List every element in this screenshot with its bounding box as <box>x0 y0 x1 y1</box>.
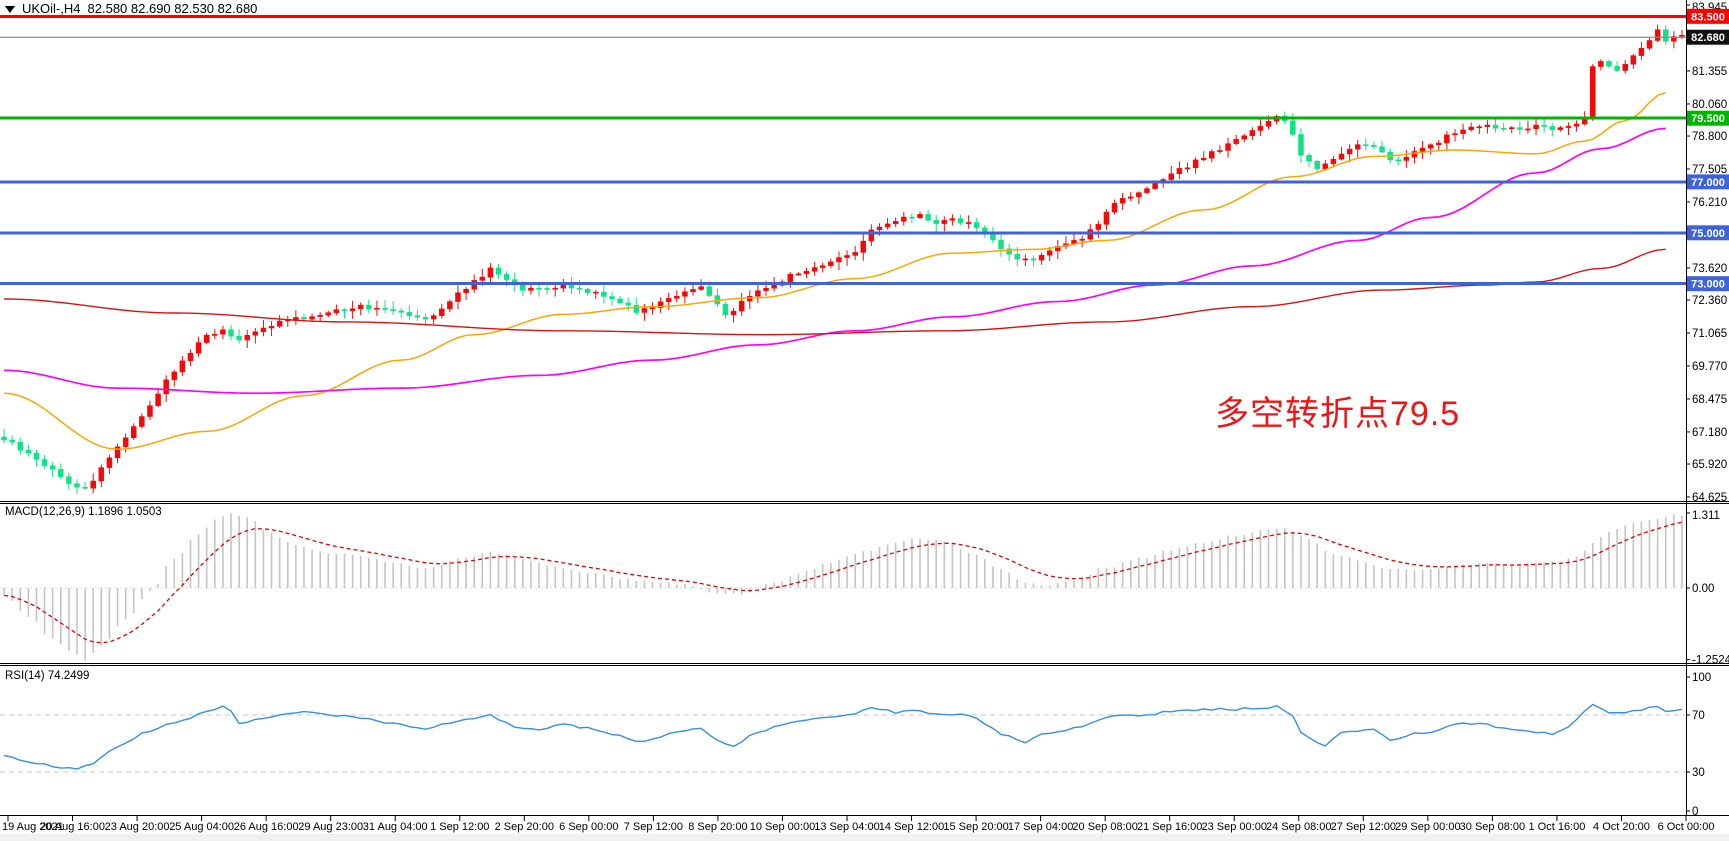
ma-fast-line <box>3 92 1666 451</box>
svg-text:6 Oct 00:00: 6 Oct 00:00 <box>1658 821 1715 833</box>
chart-text-annotation: 多空转折点79.5 <box>1215 395 1461 433</box>
svg-text:100: 100 <box>1692 672 1711 684</box>
macd-pane <box>0 513 1686 661</box>
svg-text:20 Sep 08:00: 20 Sep 08:00 <box>1072 821 1137 833</box>
svg-text:1.311: 1.311 <box>1692 510 1720 522</box>
price-badge <box>1687 110 1729 126</box>
svg-text:0: 0 <box>1692 806 1698 818</box>
svg-text:29 Aug 23:00: 29 Aug 23:00 <box>298 821 363 833</box>
svg-text:6 Sep 00:00: 6 Sep 00:00 <box>559 821 618 833</box>
horizontal-levels[interactable] <box>0 14 1686 286</box>
svg-text:23 Sep 00:00: 23 Sep 00:00 <box>1202 821 1267 833</box>
svg-text:2 Sep 20:00: 2 Sep 20:00 <box>495 821 554 833</box>
svg-text:80.060: 80.060 <box>1692 99 1727 111</box>
svg-text:70: 70 <box>1692 710 1705 722</box>
svg-text:19 Aug 2021: 19 Aug 2021 <box>2 821 64 833</box>
svg-text:79.500: 79.500 <box>1691 113 1725 125</box>
svg-text:29 Sep 00:00: 29 Sep 00:00 <box>1395 821 1460 833</box>
svg-text:31 Aug 04:00: 31 Aug 04:00 <box>363 821 428 833</box>
svg-text:82.680: 82.680 <box>1691 32 1725 44</box>
macd-signal-line <box>3 521 1683 644</box>
svg-text:83.500: 83.500 <box>1691 11 1725 23</box>
svg-text:7 Sep 12:00: 7 Sep 12:00 <box>624 821 683 833</box>
price-badge <box>1687 8 1729 24</box>
svg-text:-1.2524: -1.2524 <box>1692 655 1729 667</box>
svg-text:30 Sep 08:00: 30 Sep 08:00 <box>1460 821 1525 833</box>
svg-text:10 Sep 00:00: 10 Sep 00:00 <box>750 821 815 833</box>
svg-text:23 Aug 20:00: 23 Aug 20:00 <box>105 821 170 833</box>
svg-text:73.620: 73.620 <box>1692 263 1727 275</box>
price-badge <box>1687 276 1729 292</box>
svg-text:1 Sep 12:00: 1 Sep 12:00 <box>430 821 489 833</box>
price-badge <box>1687 29 1729 45</box>
svg-text:69.770: 69.770 <box>1692 361 1727 373</box>
price-badge <box>1687 225 1729 241</box>
rsi-line <box>3 703 1683 770</box>
svg-text:30: 30 <box>1692 767 1705 779</box>
svg-text:77.505: 77.505 <box>1692 164 1727 176</box>
svg-text:0.00: 0.00 <box>1692 583 1714 595</box>
svg-text:78.800: 78.800 <box>1692 131 1727 143</box>
svg-text:81.355: 81.355 <box>1692 66 1727 78</box>
svg-text:71.065: 71.065 <box>1692 328 1727 340</box>
price-axis[interactable]: 83.94581.35580.06078.80077.50576.21073.6… <box>1686 2 1729 818</box>
ohlc-values: 82.580 82.690 82.530 82.680 <box>87 1 258 16</box>
svg-text:13 Sep 04:00: 13 Sep 04:00 <box>814 821 879 833</box>
svg-text:20 Aug 16:00: 20 Aug 16:00 <box>40 821 105 833</box>
ma-slow-line <box>4 248 1666 336</box>
svg-text:77.000: 77.000 <box>1691 177 1725 189</box>
svg-text:76.210: 76.210 <box>1692 197 1727 209</box>
svg-text:68.475: 68.475 <box>1692 394 1727 406</box>
svg-text:64.625: 64.625 <box>1692 492 1727 504</box>
svg-text:75.000: 75.000 <box>1691 228 1725 240</box>
svg-text:4 Oct 20:00: 4 Oct 20:00 <box>1593 821 1650 833</box>
symbol-dropdown-icon[interactable] <box>5 5 15 13</box>
rsi-pane <box>0 703 1686 773</box>
svg-text:8 Sep 20:00: 8 Sep 20:00 <box>688 821 747 833</box>
svg-text:67.180: 67.180 <box>1692 427 1727 439</box>
price-badges: 83.500 82.680 79.500 77.000 75.000 73.000 <box>1687 8 1729 292</box>
svg-text:1 Oct 16:00: 1 Oct 16:00 <box>1528 821 1585 833</box>
svg-text:25 Aug 04:00: 25 Aug 04:00 <box>169 821 234 833</box>
svg-text:72.360: 72.360 <box>1692 295 1727 307</box>
price-badge <box>1687 174 1729 190</box>
svg-text:21 Sep 16:00: 21 Sep 16:00 <box>1137 821 1202 833</box>
symbol-timeframe-label: UKOil-,H4 <box>22 1 81 16</box>
svg-text:65.920: 65.920 <box>1692 459 1727 471</box>
svg-text:73.000: 73.000 <box>1691 279 1725 291</box>
ma-mid-line <box>4 127 1666 395</box>
svg-text:27 Sep 12:00: 27 Sep 12:00 <box>1331 821 1396 833</box>
svg-text:26 Aug 16:00: 26 Aug 16:00 <box>234 821 299 833</box>
svg-text:14 Sep 12:00: 14 Sep 12:00 <box>879 821 944 833</box>
svg-text:17 Sep 04:00: 17 Sep 04:00 <box>1008 821 1073 833</box>
chart-title-bar: UKOil-,H4 82.580 82.690 82.530 82.680 <box>5 1 257 16</box>
candles-layer <box>1 24 1685 495</box>
rsi-indicator-label: RSI(14) 74.2499 <box>5 670 90 682</box>
macd-indicator-label: MACD(12,26,9) 1.1896 1.0503 <box>5 506 162 518</box>
svg-text:24 Sep 08:00: 24 Sep 08:00 <box>1266 821 1331 833</box>
svg-text:15 Sep 20:00: 15 Sep 20:00 <box>943 821 1008 833</box>
